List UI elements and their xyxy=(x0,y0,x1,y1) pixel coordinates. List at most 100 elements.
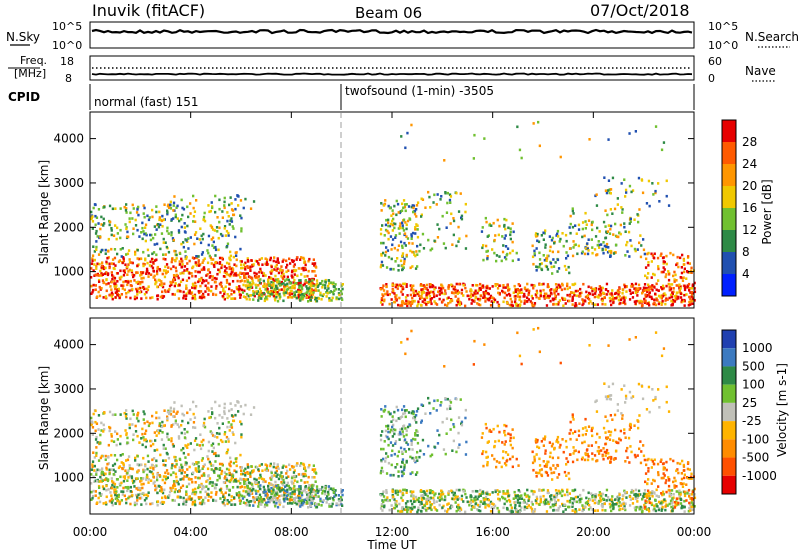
scatter-cell xyxy=(399,226,402,230)
scatter-cell xyxy=(286,284,289,288)
scatter-cell xyxy=(214,486,217,490)
scatter-cell xyxy=(96,262,99,266)
scatter-cell xyxy=(410,492,413,496)
scatter-cell xyxy=(175,459,178,463)
scatter-cell xyxy=(154,484,157,488)
scatter-cell xyxy=(693,287,696,290)
scatter-cell xyxy=(623,178,626,181)
scatter-cell xyxy=(211,206,214,210)
scatter-cell xyxy=(447,284,451,287)
scatter-cell xyxy=(489,304,493,307)
scatter-cell xyxy=(213,470,216,473)
scatter-cell xyxy=(583,299,586,302)
scatter-cell xyxy=(479,288,482,291)
scatter-cell xyxy=(420,490,423,493)
scatter-cell xyxy=(210,491,213,494)
scatter-cell xyxy=(261,263,264,266)
scatter-cell xyxy=(304,268,307,272)
scatter-cell xyxy=(647,251,650,255)
scatter-cell xyxy=(123,494,126,498)
scatter-cell xyxy=(155,464,158,468)
scatter-cell xyxy=(298,279,301,282)
scatter-cell xyxy=(131,217,134,220)
scatter-cell xyxy=(242,412,245,416)
scatter-cell xyxy=(687,509,690,513)
scatter-cell xyxy=(213,265,216,268)
scatter-cell xyxy=(122,273,126,277)
scatter-cell xyxy=(164,290,167,294)
scatter-cell xyxy=(229,219,232,223)
scatter-cell xyxy=(173,464,177,468)
scatter-cell xyxy=(496,218,499,222)
scatter-cell xyxy=(197,261,200,264)
scatter-cell xyxy=(129,502,132,506)
scatter-cell xyxy=(95,435,98,439)
scatter-cell xyxy=(136,434,139,438)
scatter-cell xyxy=(655,297,658,300)
scatter-cell xyxy=(153,431,156,434)
scatter-cell xyxy=(528,289,531,293)
scatter-cell xyxy=(492,506,496,510)
scatter-cell xyxy=(586,502,590,506)
scatter-cell xyxy=(662,286,665,290)
scatter-cell xyxy=(420,291,423,294)
scatter-cell xyxy=(126,283,129,287)
scatter-cell xyxy=(595,253,598,257)
scatter-cell xyxy=(190,478,193,481)
scatter-cell xyxy=(545,292,548,296)
scatter-cell xyxy=(515,251,518,255)
scatter-cell xyxy=(100,478,103,481)
scatter-cell xyxy=(609,208,612,211)
scatter-cell xyxy=(312,464,315,467)
scatter-cell xyxy=(460,214,464,218)
scatter-cell xyxy=(186,224,189,228)
scatter-cell xyxy=(286,469,289,473)
scatter-cell xyxy=(637,283,641,287)
scatter-cell xyxy=(416,253,419,256)
scatter-cell xyxy=(548,500,551,504)
scatter-cell xyxy=(507,492,510,495)
scatter-cell xyxy=(486,257,489,260)
scatter-cell xyxy=(206,261,210,265)
scatter-cell xyxy=(494,234,497,237)
scatter-cell xyxy=(553,291,556,295)
scatter-cell xyxy=(137,287,140,291)
scatter-cell xyxy=(162,475,166,478)
scatter-cell xyxy=(130,476,134,480)
scatter-cell xyxy=(679,296,683,299)
scatter-cell xyxy=(125,211,128,214)
scatter-cell xyxy=(122,463,125,466)
freq-right-tick-bottom: 0 xyxy=(708,72,715,85)
scatter-cell xyxy=(202,484,205,488)
scatter-cell xyxy=(653,256,656,260)
scatter-cell xyxy=(389,235,393,238)
noise-panel: N.Sky 10^5 10^0 10^5 10^0 N.Search xyxy=(6,20,799,52)
scatter-cell xyxy=(134,224,138,227)
scatter-cell xyxy=(291,286,294,289)
scatter-cell xyxy=(209,256,212,259)
scatter-cell xyxy=(641,191,645,195)
scatter-cell xyxy=(175,475,178,479)
scatter-cell xyxy=(300,297,303,301)
scatter-cell xyxy=(663,292,666,295)
scatter-cell xyxy=(282,282,285,285)
scatter-cell xyxy=(310,295,313,299)
scatter-cell xyxy=(203,417,206,421)
scatter-cell xyxy=(155,416,158,420)
scatter-cell xyxy=(104,248,107,252)
scatter-cell xyxy=(311,476,314,479)
scatter-cell xyxy=(404,221,407,224)
scatter-cell xyxy=(283,496,286,499)
scatter-cell xyxy=(105,260,108,264)
scatter-cell xyxy=(132,413,135,416)
scatter-cell xyxy=(171,280,175,284)
scatter-cell xyxy=(207,204,210,207)
scatter-cell xyxy=(434,286,437,289)
scatter-cell xyxy=(391,219,394,223)
scatter-cell xyxy=(285,484,288,487)
scatter-cell xyxy=(290,289,293,293)
scatter-cell xyxy=(598,285,601,288)
scatter-cell xyxy=(182,496,185,500)
scatter-cell xyxy=(187,215,190,219)
scatter-cell xyxy=(591,246,594,249)
